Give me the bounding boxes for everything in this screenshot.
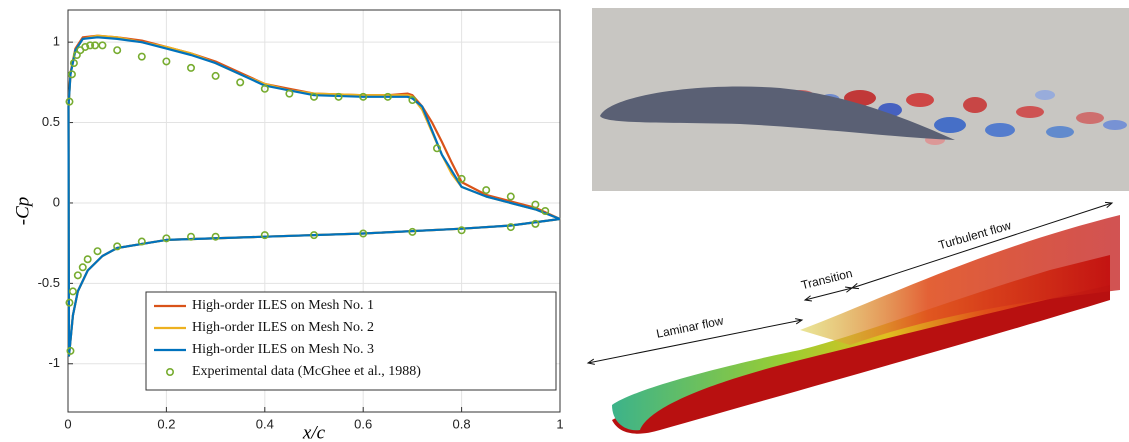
x-tick-label: 0 [64,416,71,431]
data-point [309,231,318,240]
y-tick-label: 1 [53,34,60,49]
data-point [531,200,540,209]
data-point [541,207,550,216]
data-point [73,271,82,280]
data-point [162,57,171,66]
data-point [65,97,74,106]
data-point [457,174,466,183]
data-point [187,232,196,241]
data-point [187,63,196,72]
x-tick-label: 0.2 [157,416,175,431]
data-point [162,234,171,243]
data-point [408,96,417,105]
data-point [383,92,392,101]
data-point [91,41,100,50]
data-point [137,52,146,61]
wing-render [612,215,1120,434]
data-point [211,71,220,80]
data-point [236,78,245,87]
data-point [67,70,76,79]
arrow-line [851,202,1113,289]
y-tick-label: 0 [53,194,60,209]
arrow-head [1104,201,1114,208]
data-point [113,242,122,251]
data-point [359,92,368,101]
legend-label: High-order ILES on Mesh No. 3 [192,342,374,357]
data-point [113,46,122,55]
data-point [83,255,92,264]
arrow-line [804,287,853,301]
x-tick-label: 0.6 [354,416,372,431]
data-point [86,41,95,50]
data-point [211,232,220,241]
x-tick-label: 1 [556,416,563,431]
legend-label: High-order ILES on Mesh No. 2 [192,320,374,335]
data-point [408,227,417,236]
arrow-head [850,283,860,290]
data-point [260,231,269,240]
data-point [334,92,343,101]
x-tick-label: 0.8 [453,416,471,431]
y-axis-label: -Cp [12,197,33,226]
data-point [457,226,466,235]
arrow-head [803,295,812,302]
y-tick-label: -1 [48,355,60,370]
data-point [93,247,102,256]
legend-label: High-order ILES on Mesh No. 1 [192,298,374,313]
data-point [506,223,515,232]
data-point [66,346,75,355]
data-point [137,237,146,246]
y-tick-label: -0.5 [38,275,60,290]
x-axis-label: x/c [302,422,326,442]
data-point [68,287,77,296]
legend-marker [166,367,175,376]
arrow-head [795,318,804,325]
data-point [65,298,74,307]
data-point [482,186,491,195]
arrow-line [587,319,803,364]
data-point [81,42,90,51]
legend-label: Experimental data (McGhee et al., 1988) [192,364,421,379]
data-point [432,144,441,153]
data-point [309,92,318,101]
data-point [531,219,540,228]
annotation: Transition [800,266,854,292]
series-line [67,36,561,357]
annotation: Turbulent flow [937,218,1013,252]
annotation: Laminar flow [655,313,725,340]
legend-box [145,291,557,391]
data-point [98,41,107,50]
arrow-head [586,358,595,365]
flow-snapshot [592,8,1129,191]
data-point [359,229,368,238]
legend: High-order ILES on Mesh No. 1 High-order … [145,291,557,391]
y-tick-label: 0.5 [42,114,60,129]
data-point [506,192,515,201]
data-point [285,89,294,98]
x-tick-label: 0.4 [256,416,274,431]
data-point [78,263,87,272]
data-point [69,59,78,68]
data-point [260,84,269,93]
